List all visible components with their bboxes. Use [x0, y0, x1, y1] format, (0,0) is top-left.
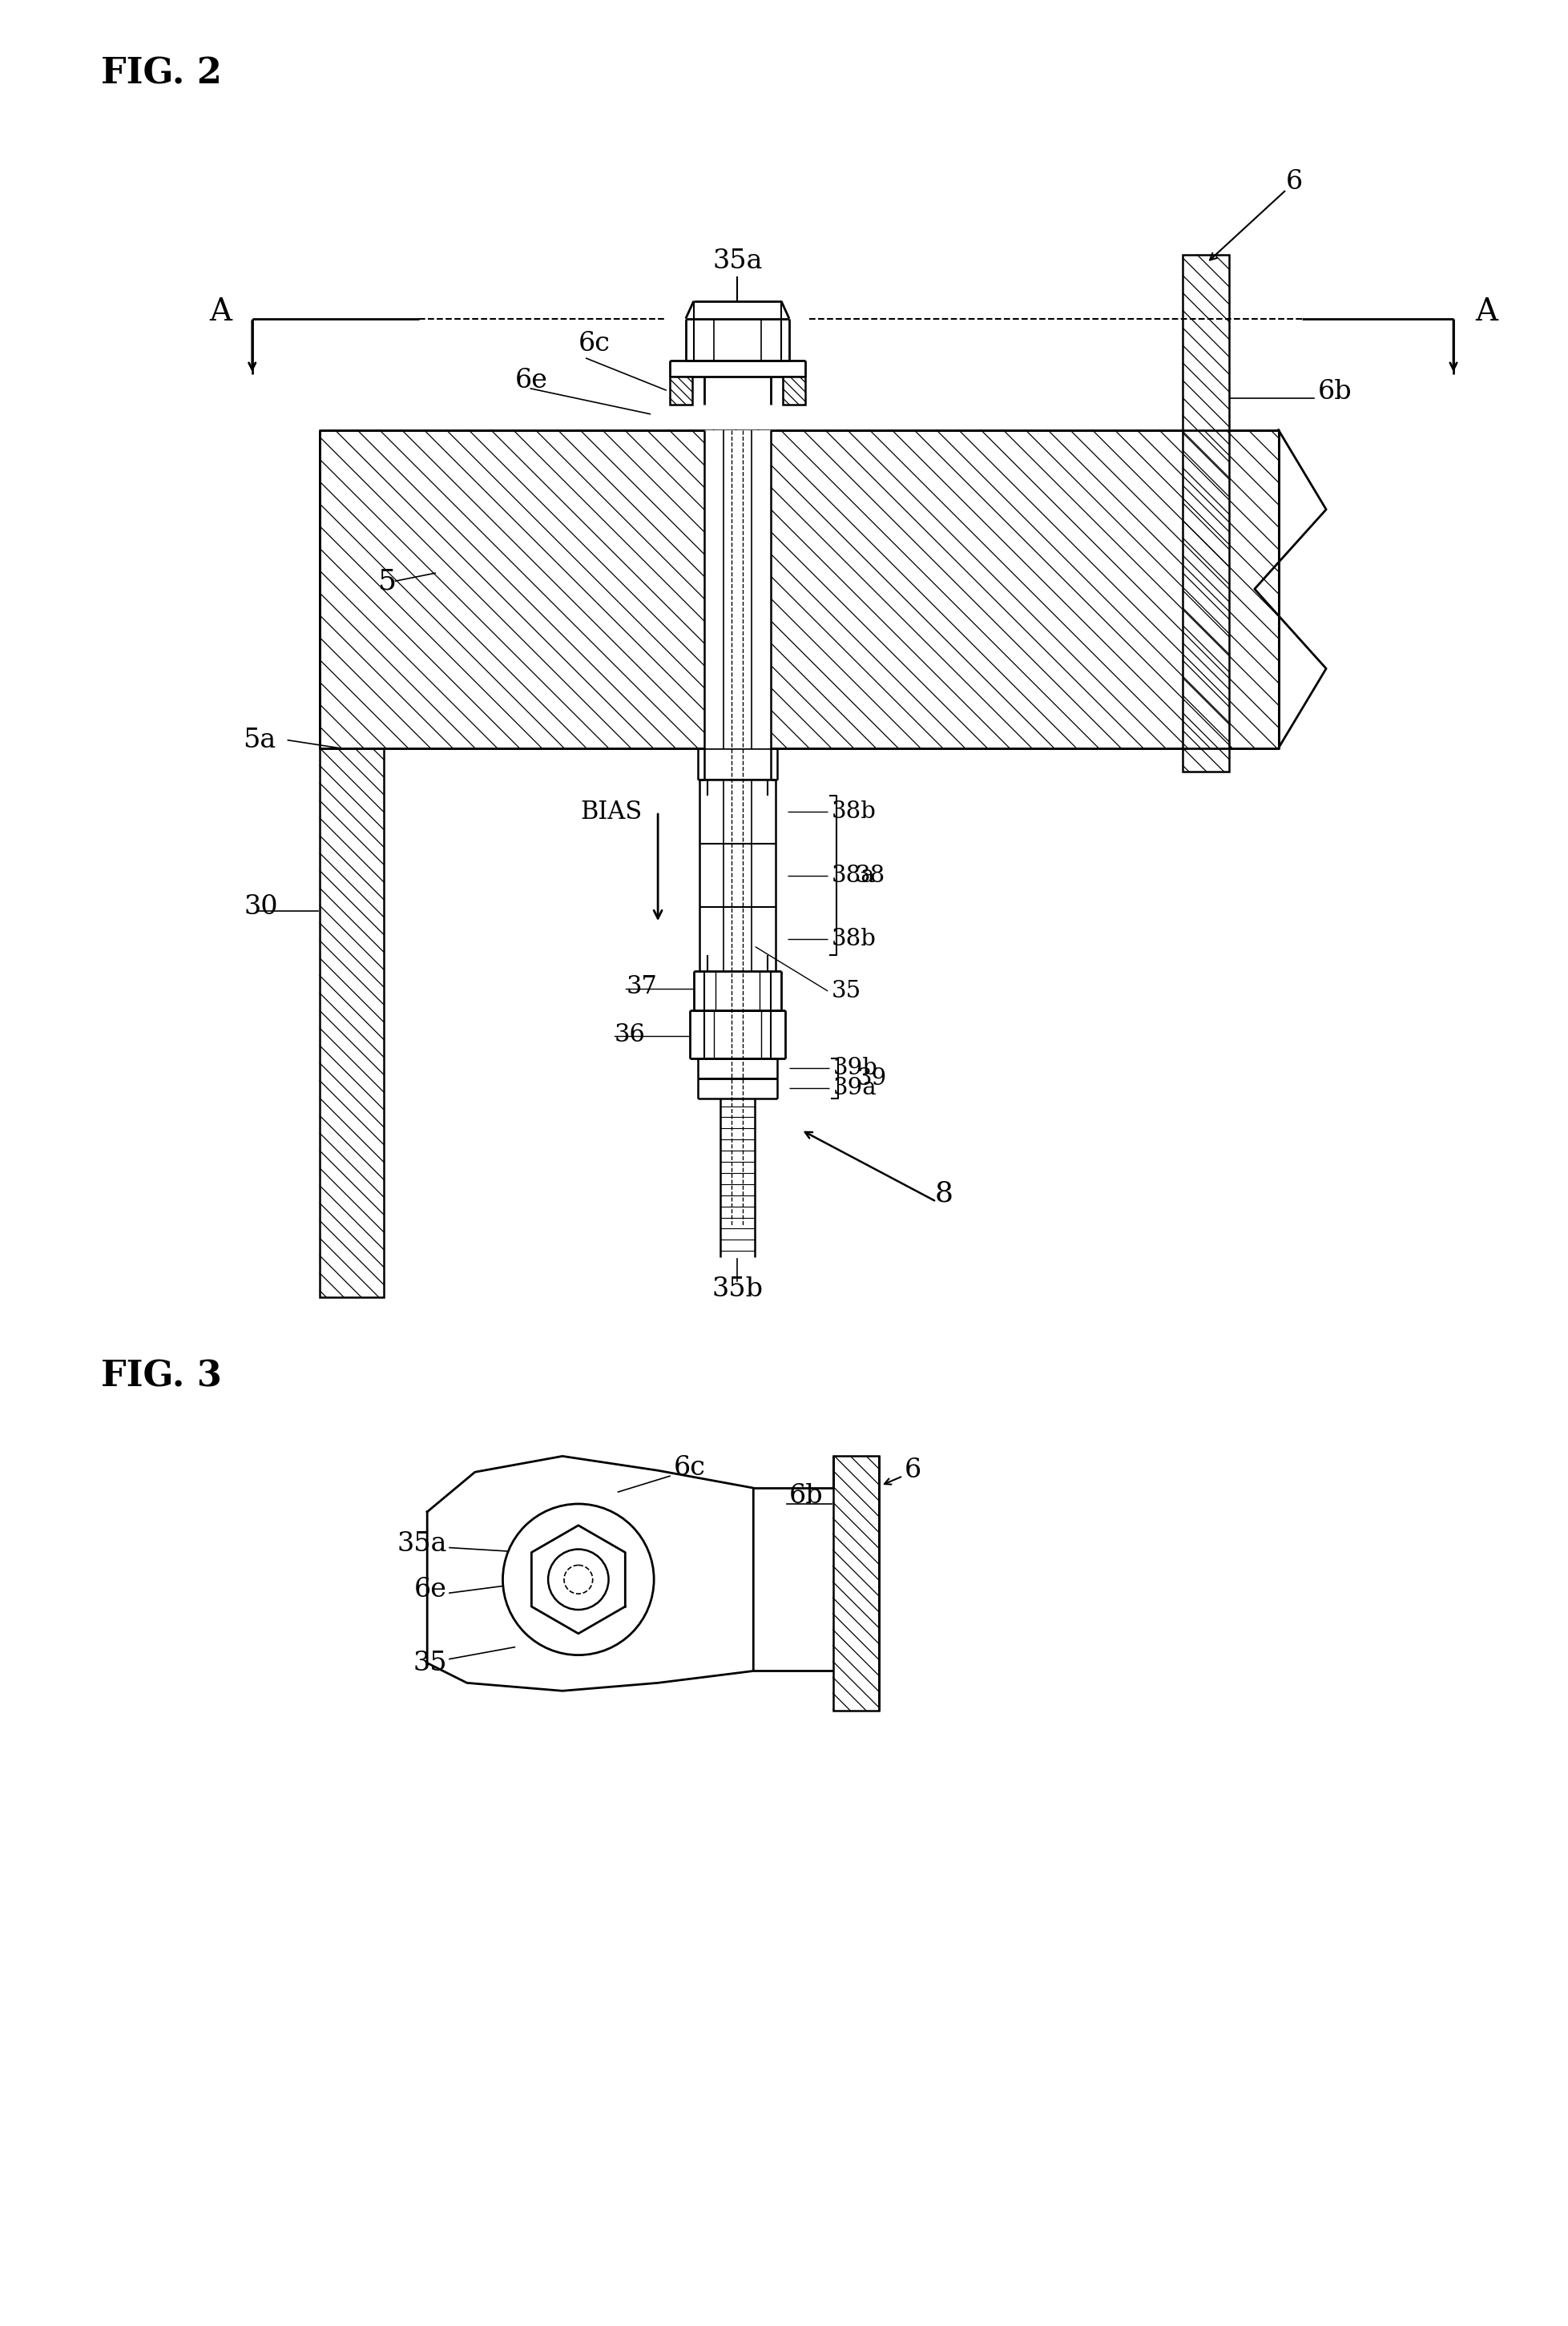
Text: 39a: 39a: [833, 1077, 877, 1100]
Text: 36: 36: [615, 1021, 646, 1047]
Text: 6c: 6c: [674, 1456, 706, 1482]
Text: A: A: [209, 298, 232, 328]
Text: 6: 6: [1286, 170, 1303, 195]
Text: 6c: 6c: [579, 330, 610, 356]
Text: 39: 39: [856, 1068, 886, 1089]
Text: 5a: 5a: [243, 728, 276, 754]
Text: FIG. 2: FIG. 2: [100, 56, 223, 91]
Text: 8: 8: [935, 1179, 953, 1207]
Text: 35: 35: [412, 1649, 447, 1675]
Text: 38b: 38b: [831, 800, 877, 823]
Text: 35a: 35a: [712, 249, 762, 274]
Text: 39b: 39b: [833, 1056, 878, 1079]
Text: 38b: 38b: [831, 928, 877, 951]
Circle shape: [564, 1565, 593, 1593]
Text: 6b: 6b: [1319, 379, 1352, 405]
Bar: [670, 377, 691, 405]
Text: 5: 5: [378, 568, 397, 595]
Bar: [782, 377, 804, 405]
Text: FIG. 3: FIG. 3: [100, 1358, 223, 1393]
Text: A: A: [1475, 298, 1497, 328]
Text: BIAS: BIAS: [580, 800, 641, 823]
Circle shape: [549, 1549, 608, 1610]
Text: 38: 38: [855, 865, 884, 886]
Bar: [833, 1456, 880, 1710]
Bar: [320, 749, 384, 1298]
Text: 35: 35: [831, 979, 861, 1003]
Bar: [704, 430, 771, 749]
Text: 30: 30: [245, 896, 279, 921]
Circle shape: [503, 1505, 654, 1656]
Text: 6e: 6e: [414, 1577, 447, 1603]
Text: 6b: 6b: [789, 1484, 823, 1510]
Text: 38a: 38a: [831, 865, 875, 886]
Bar: [1182, 256, 1229, 772]
Text: 6e: 6e: [514, 368, 547, 393]
Text: 35a: 35a: [397, 1531, 447, 1556]
Text: 35b: 35b: [712, 1277, 764, 1303]
Bar: [320, 430, 1278, 749]
Text: 6: 6: [905, 1458, 922, 1484]
Text: 37: 37: [626, 975, 657, 1000]
